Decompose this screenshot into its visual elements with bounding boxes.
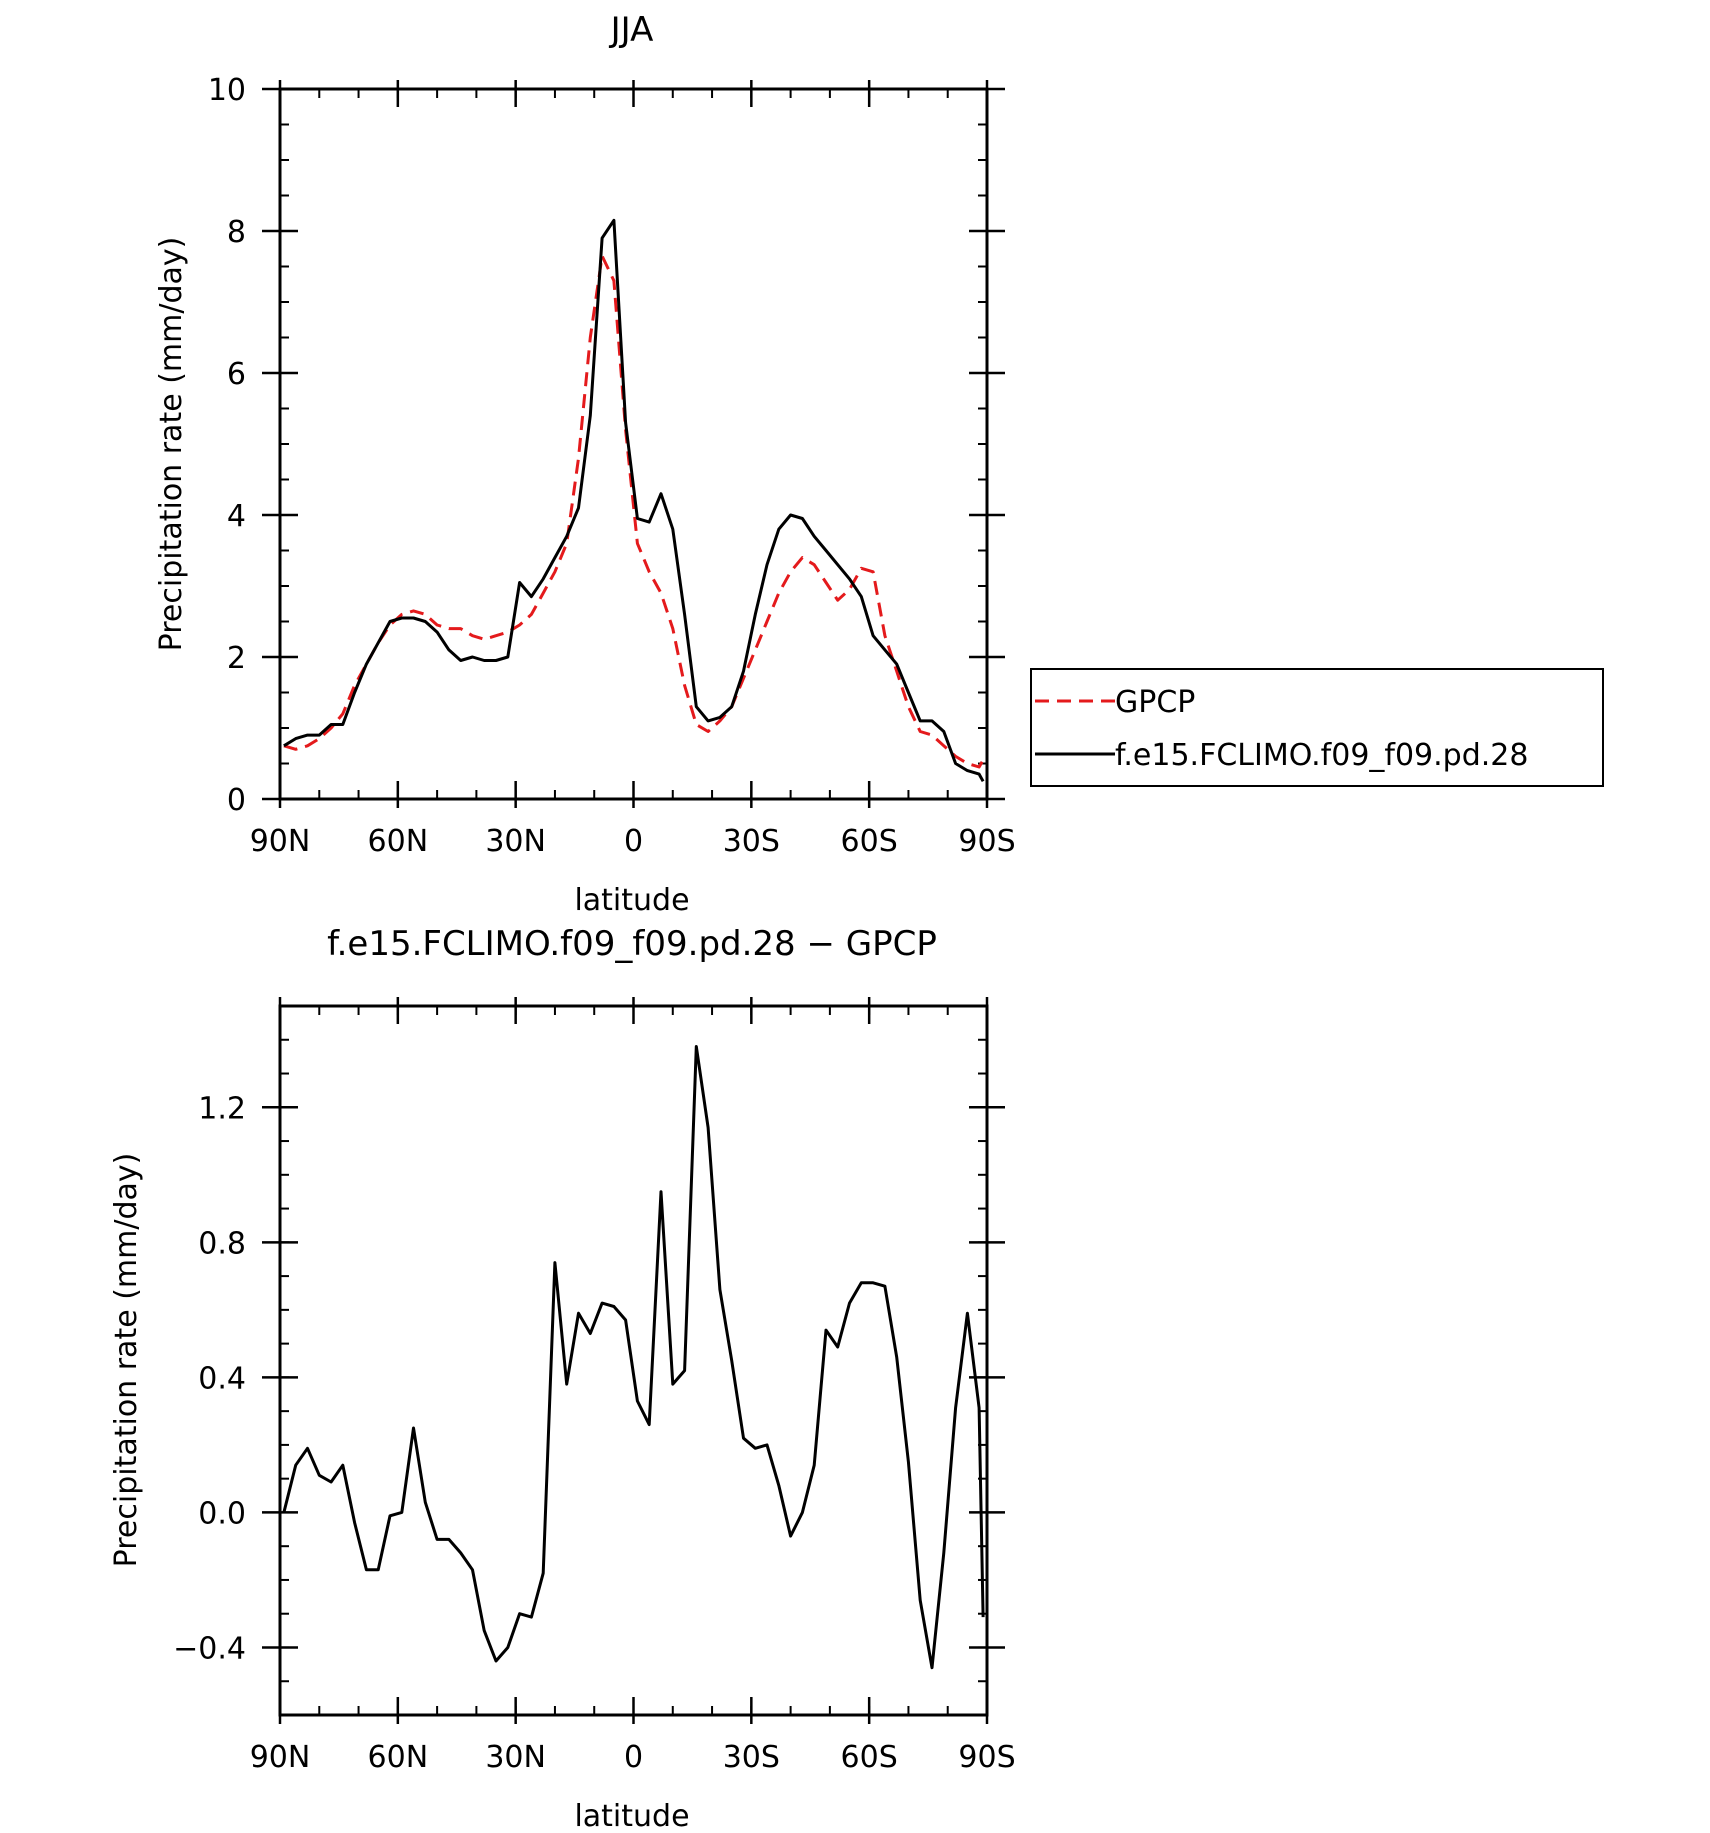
bottom-x-tick-label: 30N <box>485 1740 546 1775</box>
bottom-x-tick-label: 0 <box>624 1740 643 1775</box>
bottom-x-tick-label: 60S <box>841 1740 898 1775</box>
top-x-tick-label: 90S <box>958 824 1015 859</box>
bottom-chart-title: f.e15.FCLIMO.f09_f09.pd.28 − GPCP <box>327 924 937 964</box>
top-x-tick-label: 60S <box>841 824 898 859</box>
top-y-tick-label: 2 <box>227 641 246 676</box>
legend-label-gpcp: GPCP <box>1115 685 1195 720</box>
bottom-x-axis-label: latitude <box>574 1799 689 1833</box>
top-x-tick-label: 60N <box>368 824 429 859</box>
top-y-tick-label: 10 <box>208 73 246 108</box>
legend: GPCP f.e15.FCLIMO.f09_f09.pd.28 <box>1030 668 1604 787</box>
top-y-axis-label: Precipitation rate (mm/day) <box>154 237 189 652</box>
bottom-panel: f.e15.FCLIMO.f09_f09.pd.28 − GPCP 90N 60N… <box>109 924 1016 1833</box>
top-y-tick-label: 0 <box>227 783 246 818</box>
bottom-y-tick-label: 0.8 <box>198 1226 246 1261</box>
legend-label-model: f.e15.FCLIMO.f09_f09.pd.28 <box>1115 738 1528 773</box>
bottom-series-group <box>282 1045 985 1670</box>
top-x-tick-label: 90N <box>250 824 311 859</box>
top-plot-frame <box>278 87 989 801</box>
top-series-group <box>283 218 985 783</box>
bottom-y-tick-label: 0.4 <box>198 1361 246 1396</box>
bottom-x-tick-label: 30S <box>723 1740 780 1775</box>
top-axis-ticks: 90N 60N 30N 0 30S 60S 90S 0 2 4 6 8 10 <box>208 73 1016 859</box>
bottom-x-tick-label: 90N <box>250 1740 311 1775</box>
top-x-tick-label: 0 <box>624 824 643 859</box>
bottom-y-tick-label: 1.2 <box>198 1091 246 1126</box>
bottom-x-tick-label: 60N <box>368 1740 429 1775</box>
top-y-tick-label: 8 <box>227 215 246 250</box>
top-x-axis-label: latitude <box>574 883 689 918</box>
top-series-line-gpcp <box>283 254 985 769</box>
bottom-y-tick-label: 0.0 <box>198 1496 246 1531</box>
legend-box <box>1030 668 1604 787</box>
top-x-tick-label: 30S <box>723 824 780 859</box>
bottom-y-tick-label: −0.4 <box>173 1631 246 1666</box>
top-chart-title: JJA <box>609 10 654 50</box>
top-series-line-f-e15-fclimo-f09-f09-pd-28 <box>283 218 985 783</box>
bottom-plot-frame <box>278 1004 989 1717</box>
top-y-tick-label: 4 <box>227 499 246 534</box>
bottom-x-tick-label: 90S <box>958 1740 1015 1775</box>
bottom-series-line-difference <box>282 1045 985 1670</box>
top-x-tick-label: 30N <box>485 824 546 859</box>
bottom-axis-ticks: 90N 60N 30N 0 30S 60S 90S −0.4 0.0 0.4 0.8 1.2 <box>173 997 1016 1775</box>
top-y-tick-label: 6 <box>227 357 246 392</box>
bottom-y-axis-label: Precipitation rate (mm/day) <box>109 1153 144 1568</box>
